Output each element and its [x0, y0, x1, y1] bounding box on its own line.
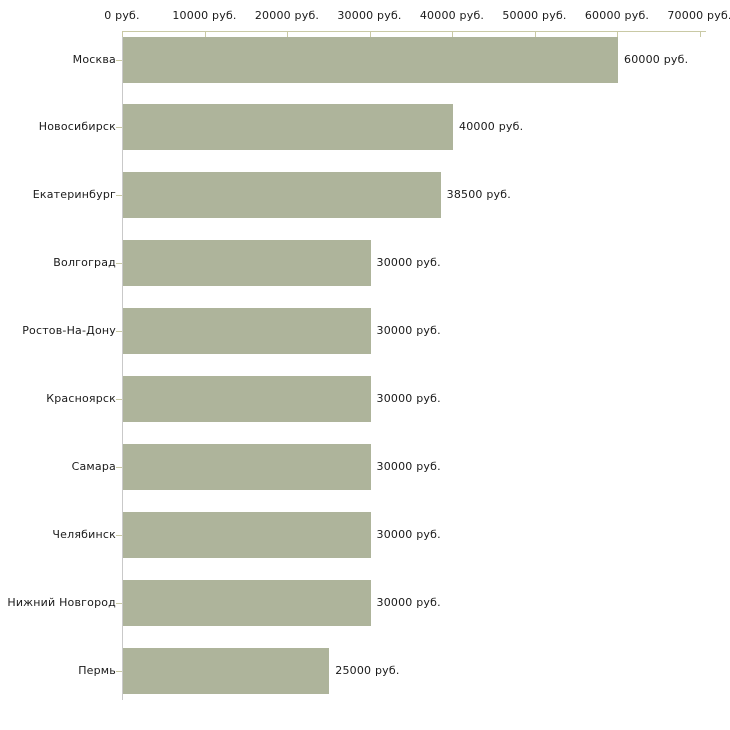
x-axis-tick-label: 0 руб.: [104, 9, 140, 22]
value-label: 30000 руб.: [376, 459, 441, 473]
value-label: 30000 руб.: [376, 392, 441, 405]
category-tick: [116, 399, 122, 400]
x-axis-line: [122, 31, 706, 32]
category-label: Красноярск: [46, 392, 116, 405]
x-axis-tick: [122, 31, 123, 37]
x-axis-tick-label: 20000 руб.: [254, 9, 320, 22]
category-tick: [116, 602, 122, 604]
value-label: 30000 руб.: [376, 527, 441, 541]
x-axis-tick-label: 10000 руб.: [172, 9, 237, 22]
x-axis-tick: [617, 31, 618, 37]
category-tick: [116, 59, 122, 61]
x-axis-tick-label: 30000 руб.: [337, 9, 402, 22]
bar-5: [123, 376, 371, 422]
category-tick: [116, 670, 122, 672]
x-axis-tick-label: 40000 руб.: [419, 9, 485, 22]
category-label: Челябинск: [52, 527, 116, 541]
value-label: 25000 руб.: [335, 663, 400, 677]
category-label: Екатеринбург: [32, 188, 116, 202]
bar-4: [123, 308, 371, 355]
category-tick: [116, 331, 122, 333]
category-label: Пермь: [78, 663, 116, 677]
category-tick: [116, 195, 122, 197]
value-label: 40000 руб.: [459, 120, 524, 134]
y-axis-baseline: [122, 31, 123, 700]
bar-9: [123, 647, 330, 694]
value-label: 38500 руб.: [446, 188, 511, 202]
bar-6: [123, 443, 371, 490]
x-axis-tick: [204, 31, 206, 37]
value-label: 30000 руб.: [376, 324, 441, 338]
x-axis-tick-label: 70000 руб.: [667, 9, 730, 22]
bar-2: [123, 172, 441, 219]
bar-3: [123, 240, 371, 287]
bar-8: [123, 579, 371, 626]
value-label: 30000 руб.: [376, 595, 441, 609]
category-tick: [116, 534, 122, 536]
category-label: Самара: [71, 459, 116, 473]
x-axis-tick-label: 50000 руб.: [502, 9, 567, 22]
category-label: Москва: [72, 52, 116, 66]
bar-1: [123, 104, 453, 151]
x-axis-tick: [452, 31, 453, 37]
category-tick: [116, 263, 122, 265]
x-axis-tick-label: 60000 руб.: [584, 9, 650, 22]
category-tick: [116, 127, 122, 129]
category-label: Ростов-На-Дону: [22, 324, 116, 338]
category-label: Новосибирск: [38, 120, 116, 134]
value-label: 60000 руб.: [624, 52, 689, 66]
bar-0: [123, 36, 618, 83]
x-axis-tick: [534, 31, 536, 37]
value-label: 30000 руб.: [376, 256, 441, 270]
category-label: Нижний Новгород: [7, 595, 116, 609]
category-label: Волгоград: [53, 256, 116, 270]
category-tick: [116, 466, 122, 468]
x-axis-tick: [369, 31, 371, 37]
x-axis-tick: [699, 31, 701, 37]
x-axis-tick: [287, 31, 288, 37]
bar-7: [123, 511, 371, 558]
